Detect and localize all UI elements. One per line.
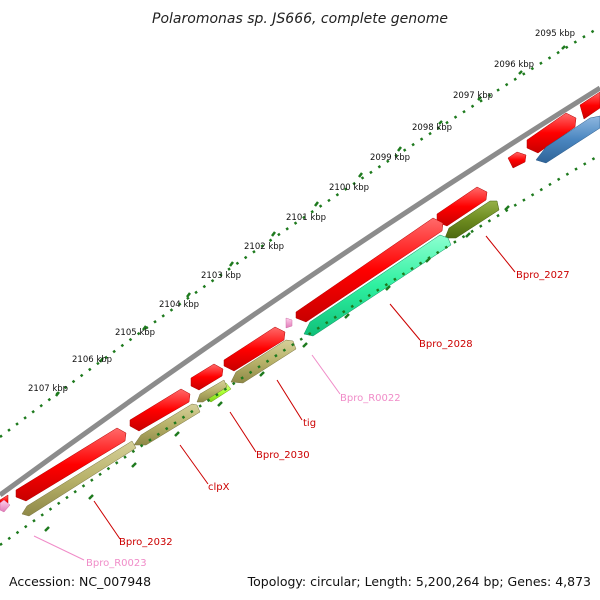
leader-line (33, 535, 85, 561)
gene-arrow (129, 388, 191, 432)
kbp-label: 2106 kbp (72, 355, 112, 365)
gene-arrow (579, 91, 600, 120)
reverse-strand-genes (0, 115, 600, 517)
gene-labels: Bpro_2027 Bpro_2028 Bpro_R0022 tig Bpro_… (86, 270, 570, 569)
kbp-label: 2104 kbp (159, 300, 199, 310)
kbp-label: 2099 kbp (370, 153, 410, 163)
accession-text: Accession: NC_007948 (9, 574, 151, 589)
outer-major-ticks (55, 45, 566, 397)
gene-label: Bpro_2032 (119, 537, 173, 548)
genome-backbone (0, 85, 600, 498)
gene-label: Bpro_R0022 (340, 393, 401, 404)
kbp-label: 2096 kbp (494, 60, 534, 70)
forward-strand-genes (0, 91, 600, 509)
kbp-labels: 2095 kbp 2096 kbp 2097 kbp 2098 kbp 2099… (28, 29, 575, 394)
kbp-label: 2107 kbp (28, 384, 68, 394)
leader-line (276, 379, 303, 421)
gene-label: tig (303, 418, 316, 429)
rna-arrow-bpro-r0023 (0, 499, 11, 513)
kbp-label: 2097 kbp (453, 91, 493, 101)
gene-arrow (223, 326, 286, 372)
gene-arrow-bpro-2028-rev (303, 234, 452, 337)
leader-line (179, 444, 209, 485)
kbp-label: 2103 kbp (201, 271, 241, 281)
map-title: Polaromonas sp. JS666, complete genome (152, 11, 448, 27)
kbp-label: 2102 kbp (244, 242, 284, 252)
rna-arrow-bpro-r0022 (285, 317, 293, 329)
leader-line (389, 303, 421, 341)
gene-arrow (507, 151, 527, 169)
gene-arrow-bpro-2032 (21, 440, 137, 517)
gene-arrow (190, 363, 224, 391)
gene-arrow (535, 115, 600, 164)
kbp-label: 2105 kbp (115, 328, 155, 338)
leader-line (229, 411, 257, 453)
gene-arrow (196, 379, 228, 403)
kbp-label: 2100 kbp (329, 183, 369, 193)
leader-line (485, 235, 516, 273)
gene-label: Bpro_2027 (516, 270, 570, 281)
gene-arrow (526, 112, 577, 154)
inner-major-ticks (44, 205, 510, 532)
gene-label: Bpro_2028 (419, 339, 473, 350)
genome-summary-text: Topology: circular; Length: 5,200,264 bp… (247, 574, 591, 589)
leader-line (311, 354, 341, 395)
leader-line (93, 500, 121, 540)
gene-label: clpX (208, 482, 230, 493)
gene-leader-lines (33, 235, 516, 561)
kbp-label: 2101 kbp (286, 213, 326, 223)
kbp-label: 2098 kbp (412, 123, 452, 133)
kbp-label: 2095 kbp (535, 29, 575, 39)
inner-tick-ring (0, 153, 600, 547)
outer-tick-ring (0, 25, 600, 438)
gene-arrow (15, 427, 127, 502)
gene-label: Bpro_2030 (256, 450, 310, 461)
gene-arrow-bpro-2028 (295, 217, 444, 323)
gene-label: Bpro_R0023 (86, 558, 147, 569)
gene-arrow-tig (230, 339, 297, 384)
